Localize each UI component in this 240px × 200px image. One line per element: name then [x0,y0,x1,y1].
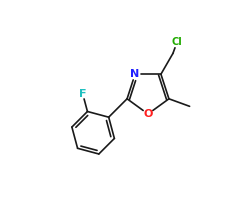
Text: N: N [131,69,140,79]
Text: Cl: Cl [172,37,182,47]
Text: F: F [79,89,87,99]
Text: O: O [143,109,153,119]
